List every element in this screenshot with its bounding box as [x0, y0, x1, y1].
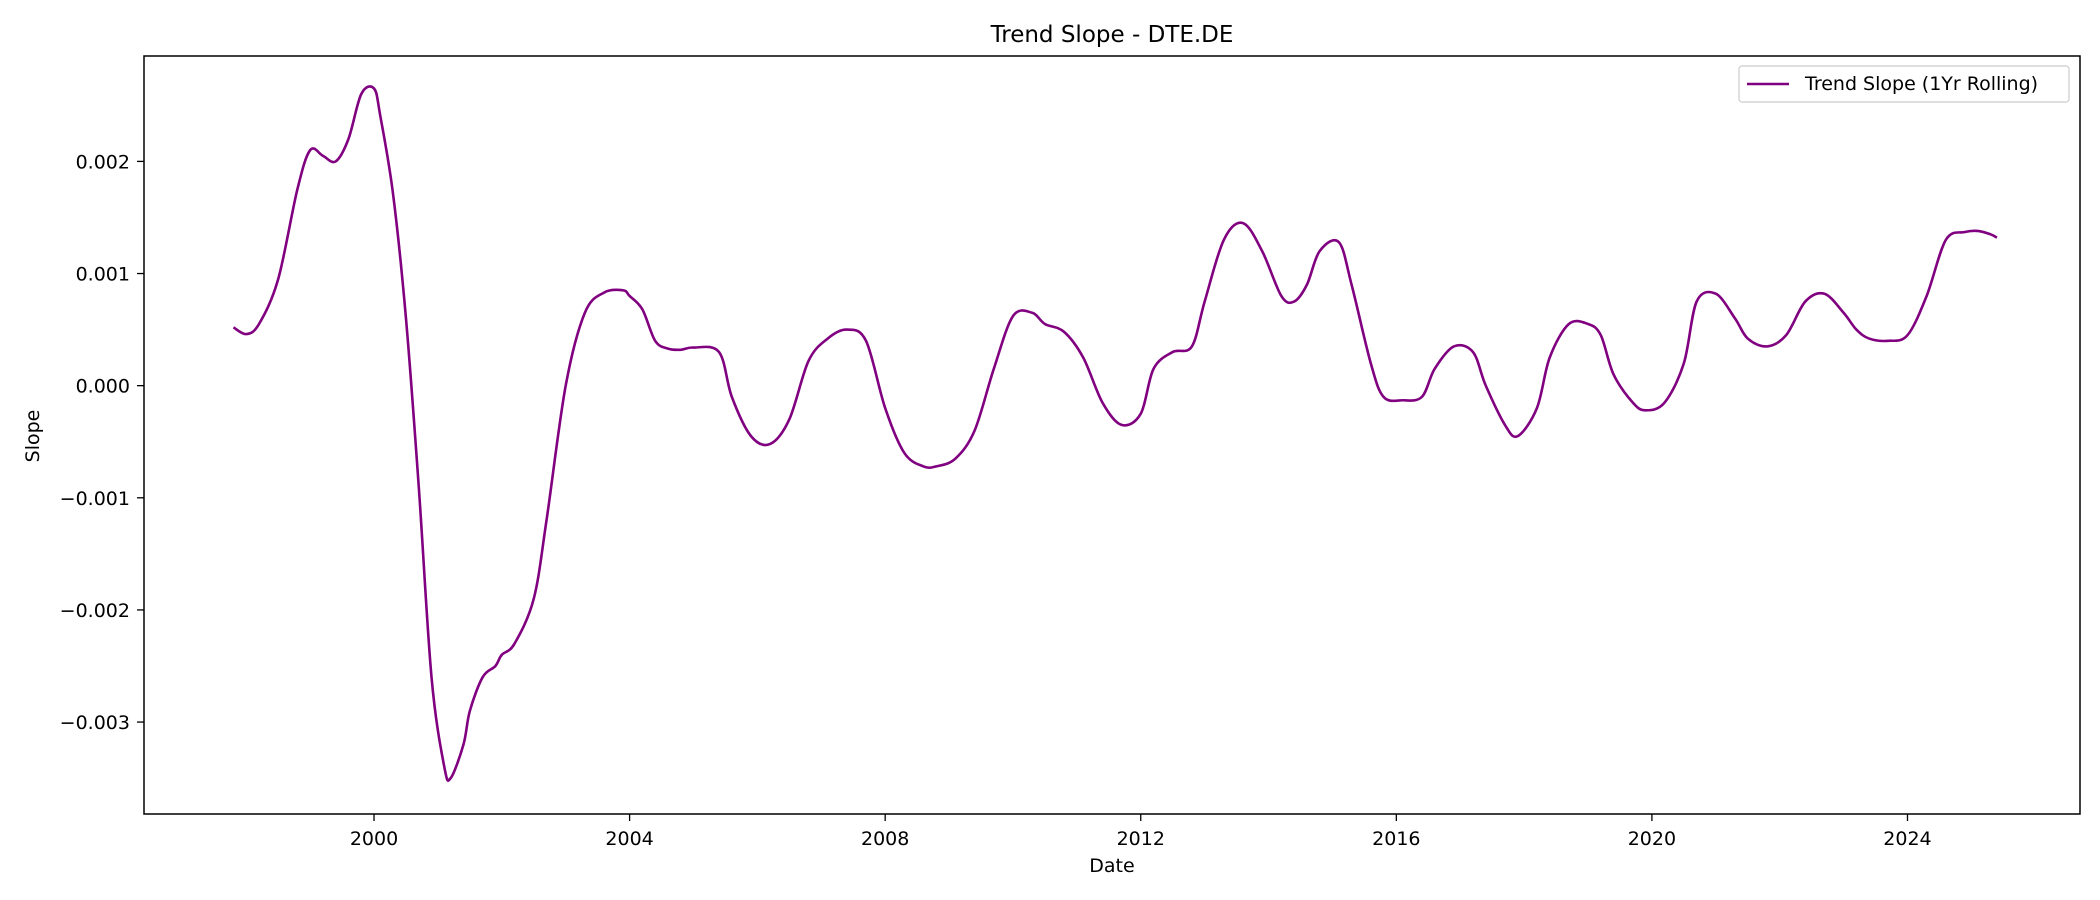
x-tick-label: 2012: [1117, 828, 1165, 850]
series-line-trend-slope: [232, 85, 1998, 782]
y-tick-label: −0.003: [60, 712, 130, 734]
x-tick-label: 2024: [1883, 828, 1931, 850]
y-tick-label: 0.001: [76, 264, 130, 286]
y-axis-label: Slope: [22, 410, 44, 463]
x-tick-label: 2000: [350, 828, 398, 850]
x-axis-label: Date: [1089, 855, 1134, 877]
legend-box: [1738, 65, 2070, 103]
y-axis-ticks: −0.003 −0.002 −0.001 0.000 0.001 0.002: [60, 151, 144, 734]
x-tick-label: 2020: [1628, 828, 1676, 850]
plot-area: [143, 55, 2081, 815]
x-tick-label: 2008: [861, 828, 909, 850]
y-tick-label: 0.002: [76, 151, 130, 173]
x-tick-label: 2004: [605, 828, 653, 850]
legend-label-trend-slope: Trend Slope (1Yr Rolling): [1804, 73, 2038, 95]
x-axis-ticks: 2000 2004 2008 2012 2016 2020 2024: [350, 814, 1932, 850]
y-tick-label: 0.000: [76, 376, 130, 398]
legend: Trend Slope (1Yr Rolling): [1738, 65, 2070, 103]
y-tick-label: −0.001: [60, 488, 130, 510]
series-lines: [232, 85, 1998, 782]
y-tick-label: −0.002: [60, 600, 130, 622]
chart-title: Trend Slope - DTE.DE: [990, 22, 1234, 48]
x-tick-label: 2016: [1372, 828, 1420, 850]
